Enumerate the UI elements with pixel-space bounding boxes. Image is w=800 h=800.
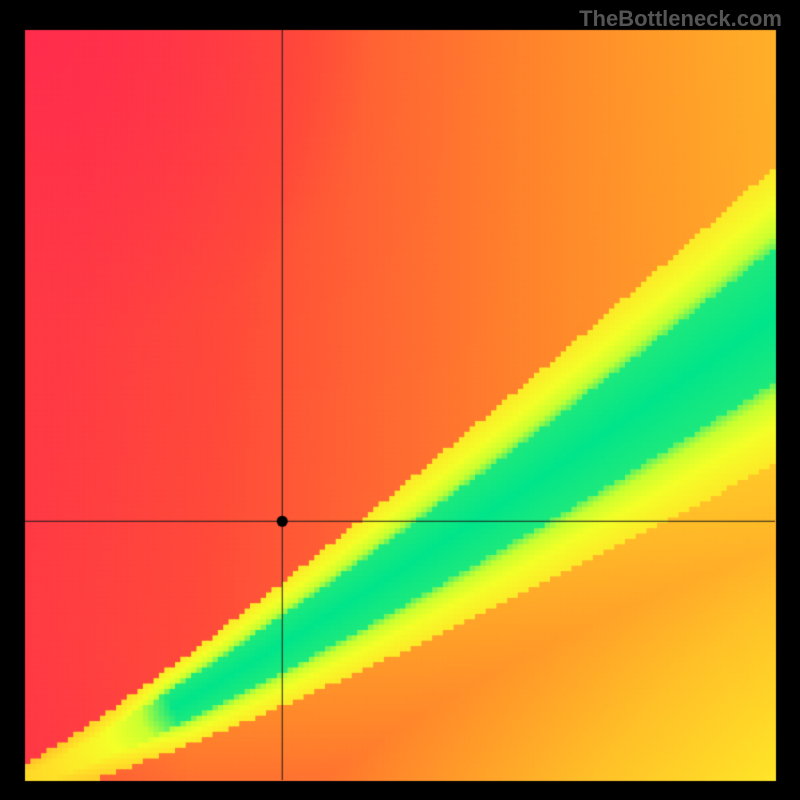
chart-container: TheBottleneck.com [0, 0, 800, 800]
bottleneck-heatmap [0, 0, 800, 800]
watermark-text: TheBottleneck.com [579, 6, 782, 32]
